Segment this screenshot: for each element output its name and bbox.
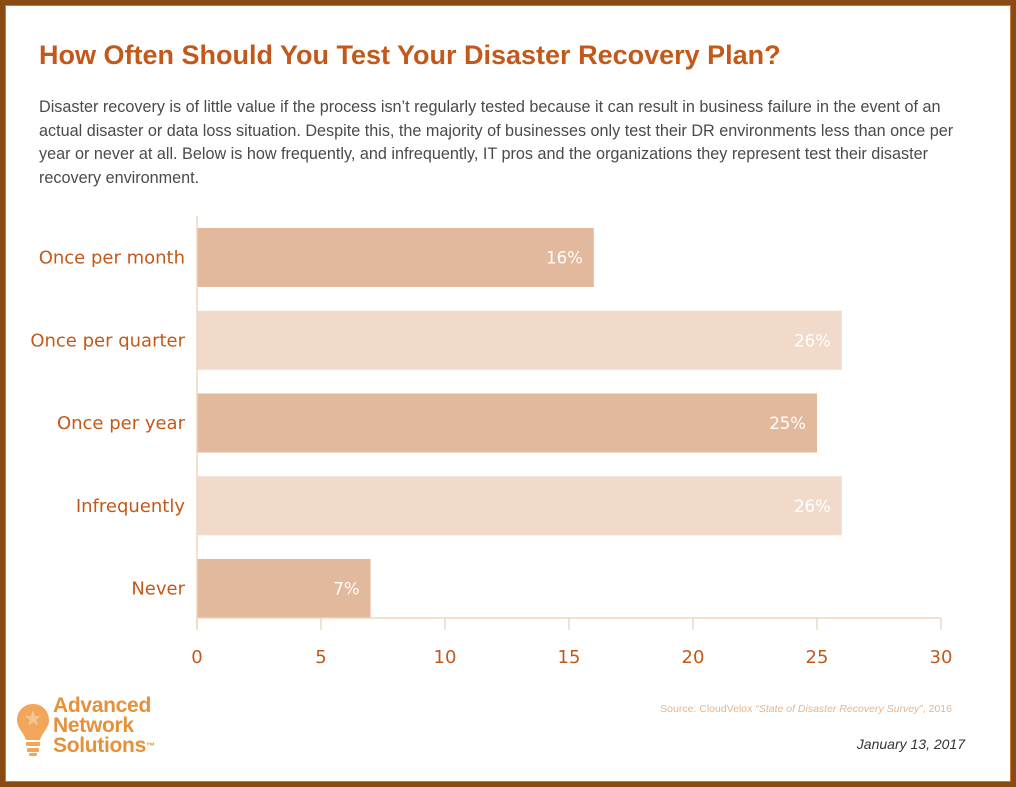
- page-title: How Often Should You Test Your Disaster …: [39, 40, 781, 70]
- source-note: Source: CloudVelox “State of Disaster Re…: [660, 703, 952, 715]
- bar: [197, 228, 594, 287]
- data-label: 16%: [546, 249, 583, 268]
- logo-wordmark: Advanced Network Solutions™: [53, 694, 155, 757]
- x-tick-label: 20: [682, 647, 705, 668]
- x-tick-label: 30: [930, 647, 953, 668]
- category-label: Once per quarter: [30, 330, 185, 351]
- x-tick-label: 5: [315, 647, 326, 668]
- bar: [197, 476, 842, 536]
- company-logo: Advanced Network Solutions™: [16, 694, 196, 766]
- logo-line: Network: [53, 714, 134, 737]
- data-label: 26%: [794, 331, 831, 350]
- bar: [197, 310, 842, 370]
- x-tick-label: 10: [434, 647, 457, 668]
- x-tick-label: 0: [191, 647, 202, 668]
- slide-frame: How Often Should You Test Your Disaster …: [5, 5, 1011, 782]
- category-label: Once per month: [39, 248, 185, 269]
- category-label: Never: [131, 579, 185, 600]
- x-tick-label: 15: [558, 647, 581, 668]
- bar: [197, 559, 371, 618]
- category-label: Infrequently: [76, 496, 186, 517]
- data-label: 25%: [769, 414, 806, 433]
- bar: [197, 393, 817, 453]
- logo-line: Solutions™: [53, 734, 155, 757]
- logo-line: Advanced: [53, 694, 151, 717]
- category-label: Once per year: [57, 413, 186, 434]
- lightbulb-icon: [17, 704, 49, 756]
- data-label: 7%: [333, 580, 359, 599]
- x-tick-label: 25: [806, 647, 829, 668]
- date-label: January 13, 2017: [856, 736, 965, 752]
- page-subtitle: Disaster recovery is of little value if …: [39, 98, 954, 187]
- data-label: 26%: [794, 497, 831, 516]
- source-title: “State of Disaster Recovery Survey”: [755, 703, 923, 715]
